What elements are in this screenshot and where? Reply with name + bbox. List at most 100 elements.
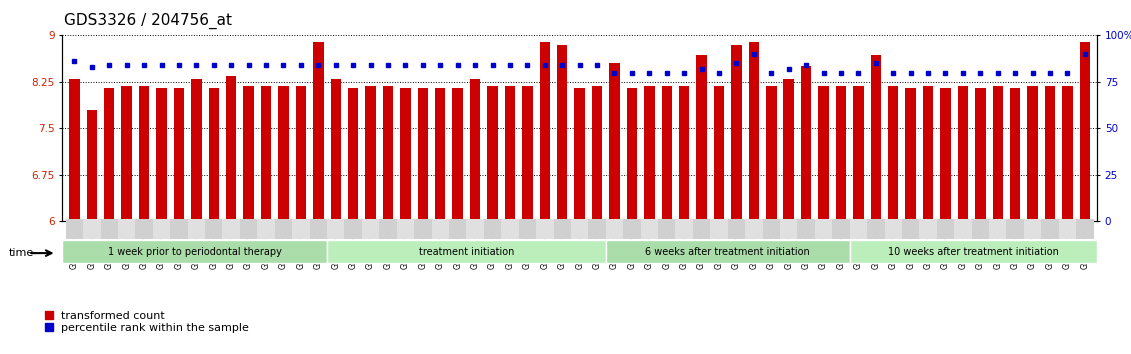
- Bar: [623, 219, 640, 239]
- Bar: [780, 219, 797, 239]
- Text: 1 week prior to periodontal therapy: 1 week prior to periodontal therapy: [107, 247, 282, 257]
- Bar: [414, 219, 432, 239]
- Bar: [275, 219, 292, 239]
- Bar: [1059, 219, 1077, 239]
- Bar: [988, 219, 1007, 239]
- Bar: [466, 219, 484, 239]
- Bar: [679, 86, 690, 221]
- Bar: [745, 219, 762, 239]
- Bar: [606, 240, 849, 263]
- Bar: [644, 86, 655, 221]
- Bar: [575, 88, 585, 221]
- Bar: [906, 88, 916, 221]
- Bar: [66, 219, 83, 239]
- Bar: [867, 219, 884, 239]
- Bar: [588, 219, 606, 239]
- Bar: [362, 219, 379, 239]
- Bar: [153, 219, 171, 239]
- Bar: [675, 219, 693, 239]
- Bar: [101, 219, 118, 239]
- Bar: [435, 88, 446, 221]
- Text: treatment initiation: treatment initiation: [418, 247, 515, 257]
- Bar: [975, 88, 985, 221]
- Bar: [923, 86, 933, 221]
- Bar: [208, 88, 219, 221]
- Bar: [295, 86, 307, 221]
- Bar: [819, 86, 829, 221]
- Bar: [662, 86, 672, 221]
- Bar: [797, 219, 814, 239]
- Text: 10 weeks after treatment initiation: 10 weeks after treatment initiation: [888, 247, 1059, 257]
- Bar: [606, 219, 623, 239]
- Bar: [136, 219, 153, 239]
- Bar: [243, 86, 253, 221]
- Bar: [920, 219, 936, 239]
- Bar: [171, 219, 188, 239]
- Bar: [188, 219, 205, 239]
- Bar: [536, 219, 553, 239]
- Bar: [397, 219, 414, 239]
- Bar: [310, 219, 327, 239]
- Bar: [365, 86, 375, 221]
- Bar: [504, 86, 516, 221]
- Bar: [382, 86, 394, 221]
- Bar: [205, 219, 223, 239]
- Bar: [801, 67, 811, 221]
- Bar: [501, 219, 519, 239]
- Bar: [884, 219, 901, 239]
- Bar: [313, 41, 323, 221]
- Bar: [1080, 41, 1090, 221]
- Bar: [888, 86, 898, 221]
- Bar: [1062, 86, 1072, 221]
- Text: 6 weeks after treatment initiation: 6 weeks after treatment initiation: [646, 247, 810, 257]
- Bar: [958, 86, 968, 221]
- Bar: [871, 55, 881, 221]
- Bar: [955, 219, 972, 239]
- Bar: [553, 219, 571, 239]
- Bar: [139, 86, 149, 221]
- Bar: [714, 86, 724, 221]
- Bar: [592, 86, 603, 221]
- Bar: [327, 240, 606, 263]
- Bar: [523, 86, 533, 221]
- Text: GDS3326 / 204756_at: GDS3326 / 204756_at: [64, 12, 233, 29]
- Bar: [417, 88, 428, 221]
- Bar: [732, 45, 742, 221]
- Bar: [940, 88, 951, 221]
- Bar: [345, 219, 362, 239]
- Bar: [121, 86, 132, 221]
- Text: time: time: [9, 248, 34, 258]
- Bar: [571, 219, 588, 239]
- Bar: [452, 88, 463, 221]
- Bar: [519, 219, 536, 239]
- Bar: [484, 219, 501, 239]
- Bar: [174, 88, 184, 221]
- Bar: [710, 219, 727, 239]
- Bar: [610, 63, 620, 221]
- Bar: [640, 219, 658, 239]
- Bar: [1042, 219, 1059, 239]
- Bar: [487, 86, 498, 221]
- Bar: [261, 86, 271, 221]
- Bar: [258, 219, 275, 239]
- Bar: [849, 240, 1097, 263]
- Bar: [1027, 86, 1038, 221]
- Bar: [327, 219, 345, 239]
- Bar: [766, 86, 777, 221]
- Bar: [278, 86, 288, 221]
- Bar: [627, 88, 637, 221]
- Bar: [814, 219, 832, 239]
- Bar: [901, 219, 920, 239]
- Bar: [727, 219, 745, 239]
- Bar: [156, 88, 166, 221]
- Bar: [469, 79, 481, 221]
- Bar: [226, 76, 236, 221]
- Legend: transformed count, percentile rank within the sample: transformed count, percentile rank withi…: [40, 307, 253, 338]
- Bar: [449, 219, 466, 239]
- Bar: [762, 219, 780, 239]
- Bar: [749, 41, 759, 221]
- Bar: [556, 45, 568, 221]
- Bar: [348, 88, 359, 221]
- Bar: [693, 219, 710, 239]
- Bar: [1077, 219, 1094, 239]
